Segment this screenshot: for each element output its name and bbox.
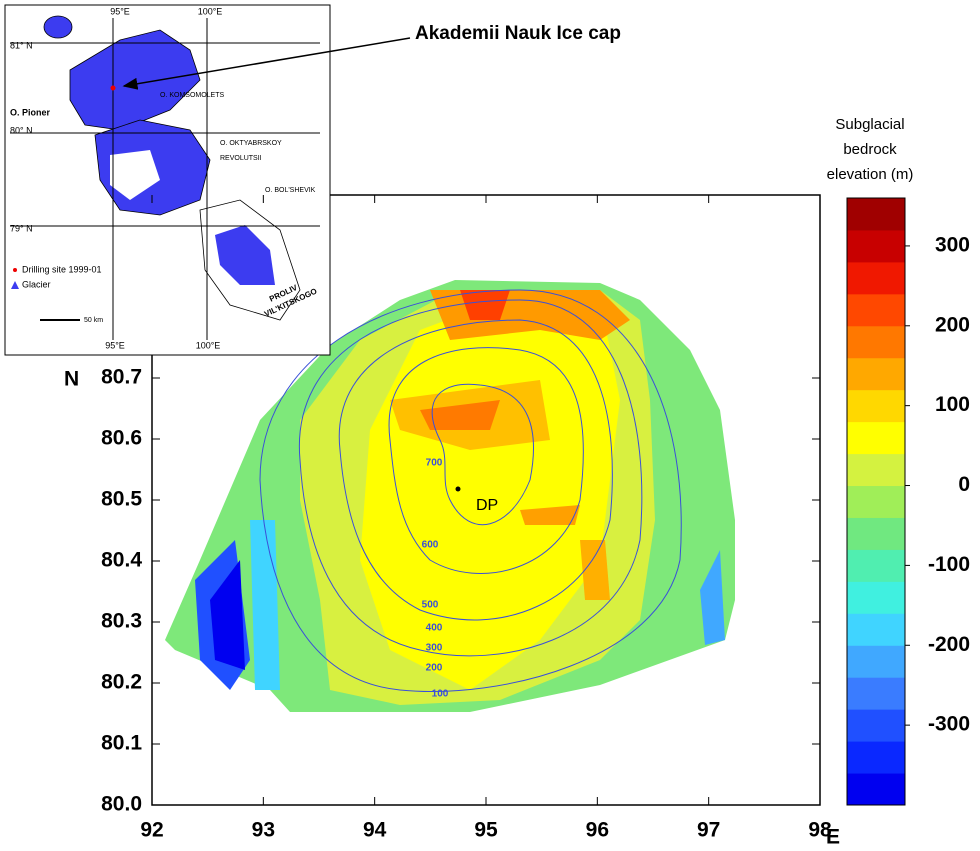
colorbar-title: Subglacial <box>835 116 904 133</box>
inset-label: 100°E <box>198 6 223 16</box>
colorbar-tick-label: -200 <box>928 633 970 656</box>
colorbar-band <box>847 741 905 774</box>
contour-label: 600 <box>422 540 439 551</box>
inset-label: O. OKTYABRSKOY <box>220 140 282 147</box>
x-tick-label: 97 <box>697 819 720 842</box>
x-tick-label: 96 <box>586 819 609 842</box>
y-tick-label: 80.3 <box>101 610 142 633</box>
colorbar-band <box>847 229 905 263</box>
y-tick-label: 80.1 <box>101 732 142 755</box>
colorbar-band <box>847 389 905 423</box>
elevation-field <box>165 280 735 712</box>
x-axis-label: E <box>826 826 840 849</box>
colorbar-band <box>847 293 905 327</box>
y-tick-label: 80.6 <box>101 427 142 450</box>
inset-label: 100°E <box>196 340 221 350</box>
colorbar-tick-label: -300 <box>928 713 970 736</box>
x-tick-label: 94 <box>363 819 387 842</box>
y-tick-label: 80.4 <box>101 549 142 572</box>
colorbar-band <box>847 198 905 231</box>
colorbar-tick-label: -100 <box>928 553 970 576</box>
colorbar-band <box>847 261 905 295</box>
colorbar-tick-label: 300 <box>935 233 970 256</box>
contour-label: 200 <box>426 663 443 674</box>
inset-label: O. BOL'SHEVIK <box>265 187 316 194</box>
inset-label: 95°E <box>110 6 130 16</box>
annotation-arrow <box>122 37 411 90</box>
inset-label: 80° N <box>10 125 33 135</box>
colorbar-band <box>847 677 905 710</box>
inset-label: O. Pioner <box>10 107 51 117</box>
y-tick-label: 80.5 <box>101 488 142 511</box>
site-label: DP <box>476 497 498 514</box>
contour-label: 100 <box>432 689 449 700</box>
legend-label: Drilling site 1999-01 <box>22 264 102 274</box>
legend-label: Glacier <box>22 279 51 289</box>
colorbar-band <box>847 357 905 391</box>
colorbar-band <box>847 773 905 806</box>
colorbar-title: elevation (m) <box>827 166 914 183</box>
y-tick-label: 80.0 <box>101 793 142 816</box>
inset-label: REVOLUTSII <box>220 155 262 162</box>
y-axis-label: N <box>64 368 79 391</box>
contours <box>259 289 682 692</box>
inset-label: 95°E <box>105 340 125 350</box>
contour-label: 500 <box>422 600 439 611</box>
colorbar-band <box>847 613 905 646</box>
x-tick-label: 95 <box>474 819 498 842</box>
colorbar-band <box>847 325 905 359</box>
contour-label: 300 <box>426 643 443 654</box>
colorbar-frame <box>846 197 906 806</box>
scale-label: 50 km <box>84 317 103 324</box>
contour-label: 400 <box>426 623 443 634</box>
x-tick-label: 98 <box>808 819 832 842</box>
x-tick-label: 93 <box>252 819 275 842</box>
colorbar-band <box>847 581 905 614</box>
colorbar-band <box>847 517 905 550</box>
inset-label: 79° N <box>10 223 33 233</box>
inset-label: O. KOMSOMOLETS <box>160 92 225 99</box>
y-tick-label: 80.2 <box>101 671 142 694</box>
colorbar-band <box>847 549 905 582</box>
y-tick-label: 80.7 <box>101 366 142 389</box>
colorbar-band <box>847 645 905 678</box>
colorbar-tick-label: 200 <box>935 313 970 336</box>
annotation: Akademii Nauk Ice cap <box>415 23 621 44</box>
colorbar-tick-label: 0 <box>958 473 970 496</box>
drill-site <box>455 486 461 492</box>
colorbar-band <box>847 421 905 455</box>
x-tick-label: 92 <box>140 819 163 842</box>
contour-label: 700 <box>426 458 443 469</box>
colorbar-band <box>847 709 905 742</box>
colorbar-tick-label: 100 <box>935 393 970 416</box>
inset-map: 95°E 100°E 95°E 100°E 81° N 80° N 79° N … <box>4 4 331 356</box>
colorbar-title: bedrock <box>843 141 897 158</box>
inset-label: 81° N <box>10 40 33 50</box>
colorbar-band <box>847 485 905 518</box>
colorbar-band <box>847 453 905 487</box>
